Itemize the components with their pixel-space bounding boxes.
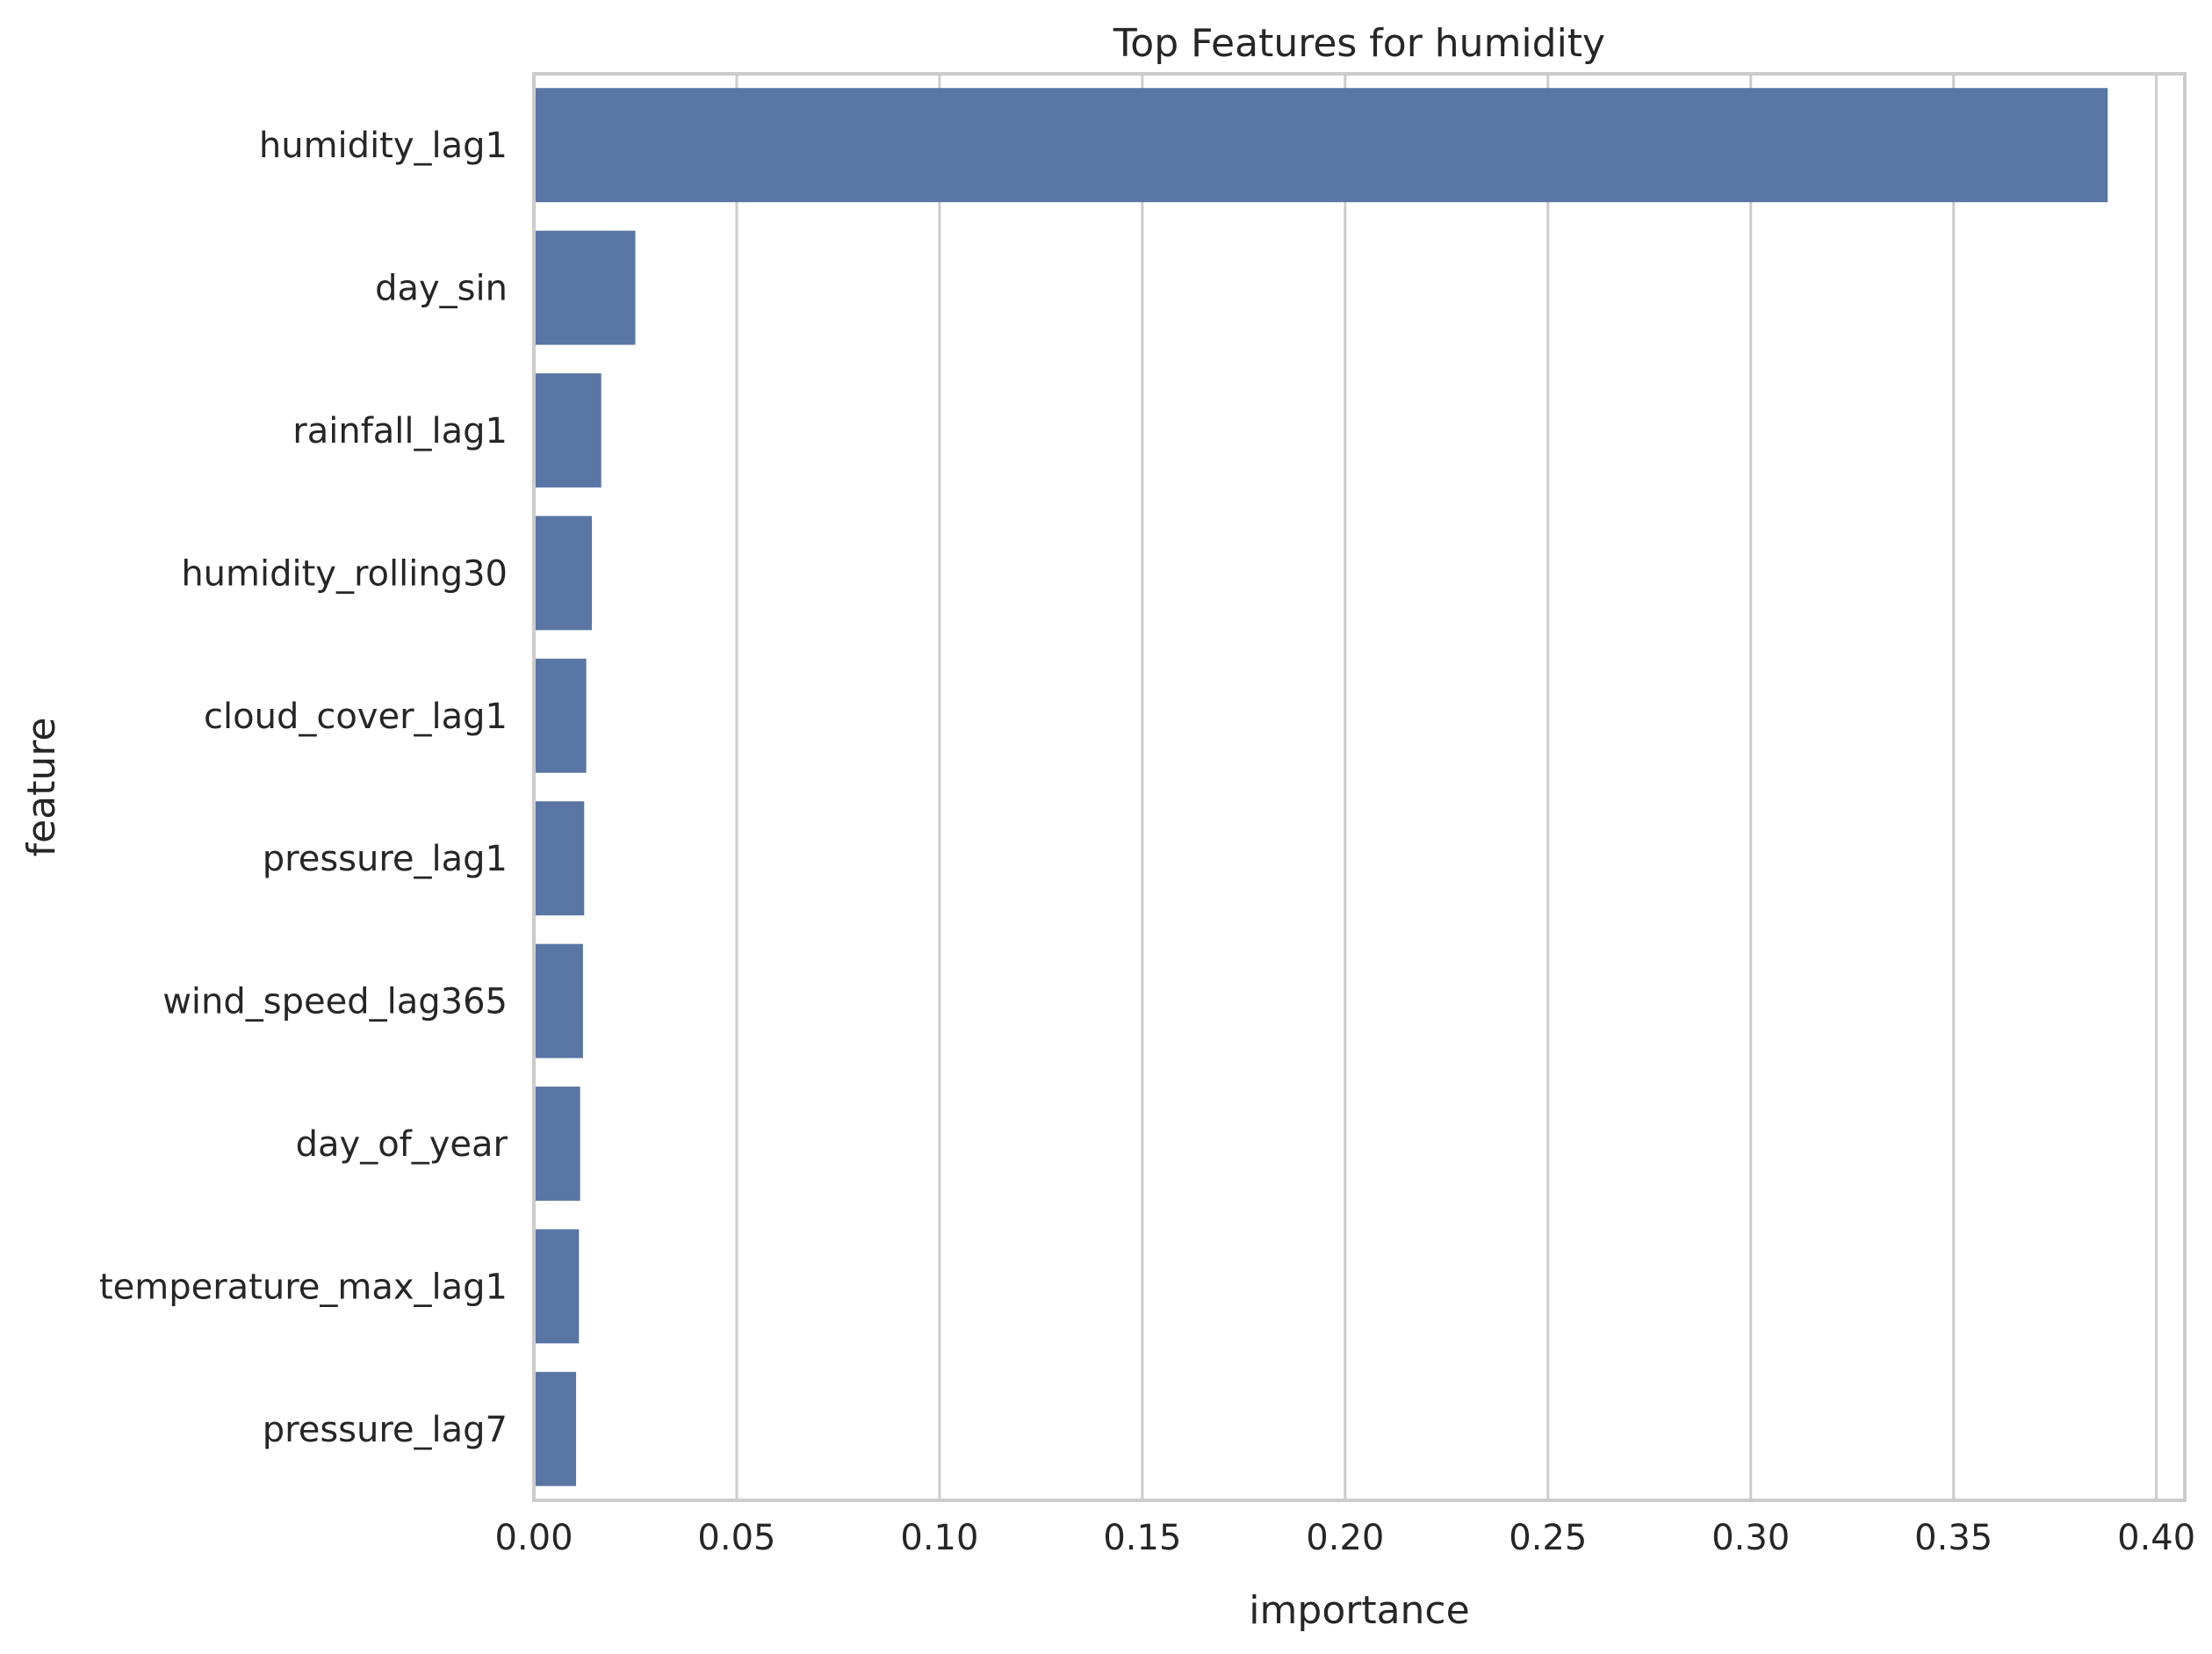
y-tick-label: wind_speed_lag365 [162,982,508,1022]
bar-temperature-max-lag1 [534,1229,580,1344]
x-tick-label: 0.00 [494,1518,573,1558]
y-tick-label: day_sin [375,269,508,309]
x-tick-label: 0.10 [900,1518,978,1558]
x-tick-label: 0.15 [1103,1518,1181,1558]
grid-lines [532,74,2158,1500]
chart-title: Top Features for humidity [1113,21,1605,66]
bar-pressure-lag7 [534,1371,577,1486]
bar-day-sin [534,230,636,345]
y-tick-label: temperature_max_lag1 [99,1267,508,1307]
bar-pressure-lag1 [534,801,585,916]
bar-wind-speed-lag365 [534,943,583,1058]
y-tick-label: humidity_lag1 [259,126,508,166]
bars [534,88,2108,1486]
y-tick-label: rainfall_lag1 [292,411,508,451]
y-axis-label: feature [19,718,64,857]
y-tick-labels: humidity_lag1 day_sin rainfall_lag1humidit… [99,126,508,1450]
bar-day-of-year [534,1087,580,1201]
x-tick-label: 0.30 [1711,1518,1790,1558]
x-tick-label: 0.20 [1306,1518,1384,1558]
x-tick-label: 0.35 [1914,1518,1992,1558]
bar-humidity-rolling30 [534,516,593,631]
bar-cloud-cover-lag1 [534,658,587,773]
x-axis-label: importance [1249,1588,1469,1633]
x-tick-label: 0.05 [697,1518,775,1558]
bar-rainfall-lag1 [534,373,602,488]
x-tick-labels: 0.00 0.05 0.10 0.15 0.20 0.25 0.30 0.35 0.40 [494,1518,2195,1558]
y-tick-label: cloud_cover_lag1 [204,697,508,737]
bar-humidity-lag1 [534,88,2108,203]
y-tick-label: pressure_lag7 [263,1410,508,1450]
x-tick-label: 0.40 [2117,1518,2195,1558]
x-tick-label: 0.25 [1509,1518,1587,1558]
plot-frame [532,72,2187,1502]
y-tick-label: day_of_year [296,1124,508,1165]
y-tick-label: humidity_rolling30 [181,553,508,594]
y-tick-label: pressure_lag1 [263,839,508,879]
